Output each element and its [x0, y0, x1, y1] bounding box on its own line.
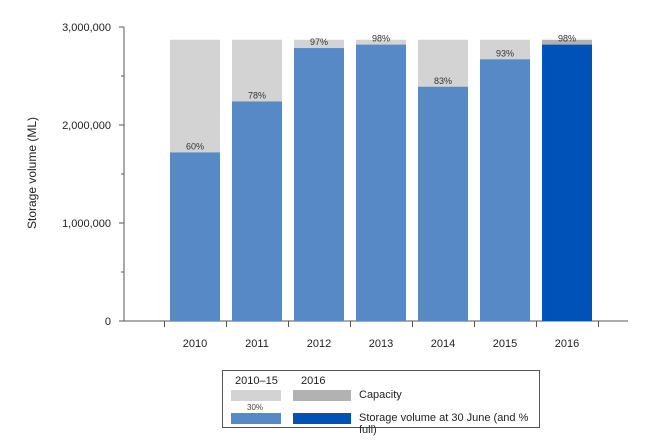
legend-swatch-capacity-2010-15 — [231, 390, 281, 401]
percent-full-label-2010: 60% — [186, 141, 204, 151]
storage-volume-bar-2011 — [232, 101, 282, 321]
percent-full-label-2014: 83% — [434, 76, 452, 86]
y-tick-label: 3,000,000 — [62, 22, 111, 34]
y-axis: 0 1,000,000 2,000,000 3,000,000 — [62, 22, 125, 328]
y-axis-label: Storage volume (ML) — [25, 117, 39, 229]
storage-volume-bar-2015 — [480, 59, 530, 322]
percent-full-label-2012: 97% — [310, 37, 328, 47]
bar-series: 60% 78% 97% 98% 83% 93% 98% — [170, 34, 592, 322]
x-axis: 2010 2011 2012 2013 2014 2015 2016 — [124, 320, 628, 350]
storage-volume-bar-2016 — [542, 44, 592, 321]
storage-volume-bar-2012 — [294, 48, 344, 321]
legend-sample-percent: 30% — [247, 403, 264, 412]
legend-swatch-volume-2016 — [293, 413, 351, 424]
y-tick-label: 1,000,000 — [62, 218, 111, 230]
y-tick-label: 2,000,000 — [62, 120, 111, 132]
x-tick-label-2013: 2013 — [369, 338, 393, 350]
legend-swatch-capacity-2016 — [293, 390, 351, 401]
legend-label-capacity: Capacity — [359, 389, 402, 401]
x-tick-label-2010: 2010 — [183, 338, 207, 350]
legend-swatch-volume-2010-15 — [231, 413, 281, 424]
x-tick-label-2015: 2015 — [493, 338, 517, 350]
storage-volume-bar-2010 — [170, 152, 220, 321]
legend-group-label-2016: 2016 — [301, 375, 326, 387]
storage-volume-bar-2014 — [418, 86, 468, 321]
x-tick-label-2014: 2014 — [431, 338, 455, 350]
y-tick-label: 0 — [105, 316, 111, 328]
legend: 2010–15 2016 Capacity 30% Storage volume… — [222, 370, 540, 436]
x-tick-label-2011: 2011 — [245, 338, 269, 350]
percent-full-label-2015: 93% — [496, 48, 514, 58]
legend-label-storage-volume: Storage volume at 30 June (and % full) — [359, 412, 529, 436]
x-tick-label-2012: 2012 — [307, 338, 331, 350]
percent-full-label-2011: 78% — [248, 90, 266, 100]
legend-group-label-2010-15: 2010–15 — [235, 375, 278, 387]
percent-full-label-2016: 98% — [558, 34, 576, 44]
x-tick-label-2016: 2016 — [555, 338, 579, 350]
percent-full-label-2013: 98% — [372, 34, 390, 44]
storage-volume-bar-2013 — [356, 44, 406, 321]
